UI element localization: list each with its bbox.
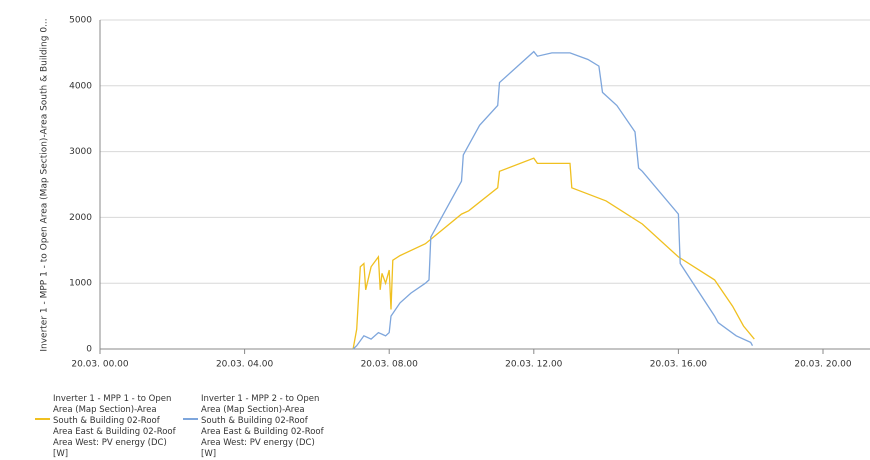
x-tick-label: 20.03. 00.00	[71, 360, 129, 370]
y-tick-label: 5000	[69, 16, 92, 26]
chart: Inverter 1 - MPP 1 - to Open Area (Map S…	[35, 16, 870, 420]
x-tick-label: 20.03. 08.00	[361, 360, 419, 370]
x-tick-label: 20.03. 04.00	[216, 360, 274, 370]
y-tick-label: 4000	[69, 81, 92, 91]
x-tick-label: 20.03. 16.00	[650, 360, 708, 370]
y-tick-label: 1000	[69, 279, 92, 289]
series-line	[352, 157, 755, 350]
legend-entry: Inverter 1 - MPP 2 - to Open Area (Map S…	[201, 394, 324, 459]
series-line	[352, 50, 754, 350]
legend-entry: Inverter 1 - MPP 1 - to Open Area (Map S…	[53, 394, 176, 459]
y-tick-label: 2000	[69, 213, 92, 223]
y-tick-label: 0	[86, 345, 92, 355]
page: Inverter 1 - MPP 1 - to Open Area (Map S…	[35, 15, 870, 459]
x-tick-label: 20.03. 12.00	[505, 360, 563, 370]
y-tick-label: 3000	[69, 147, 92, 157]
y-axis-label: Inverter 1 - MPP 1 - to Open Area (Map S…	[40, 18, 50, 351]
x-tick-label: 20.03. 20.00	[794, 360, 852, 370]
